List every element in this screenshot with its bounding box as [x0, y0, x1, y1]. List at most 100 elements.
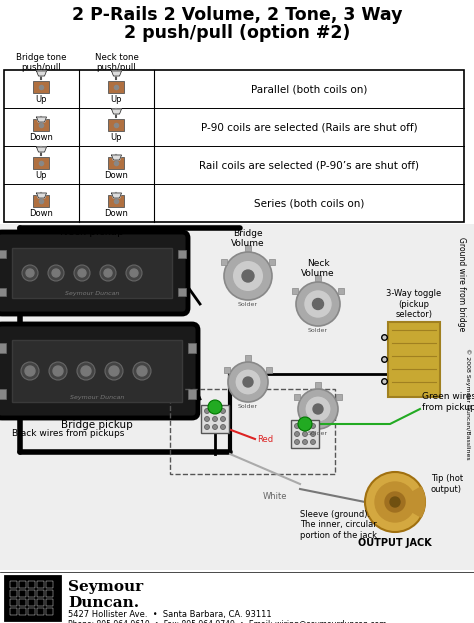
Bar [221, 259, 227, 265]
Bar [46, 581, 53, 588]
Text: Neck pickup: Neck pickup [60, 227, 124, 237]
Bar [266, 367, 272, 373]
Circle shape [204, 417, 210, 422]
Circle shape [310, 432, 316, 437]
Circle shape [228, 362, 268, 402]
Circle shape [220, 409, 226, 414]
Text: Solder: Solder [308, 328, 328, 333]
Bar [34, 157, 49, 169]
Polygon shape [36, 117, 46, 122]
Wedge shape [395, 487, 425, 517]
Text: Down: Down [29, 209, 54, 218]
Circle shape [26, 269, 34, 277]
Text: Down: Down [29, 133, 54, 142]
Bar [12, 248, 172, 298]
Bar [245, 245, 251, 251]
Circle shape [53, 366, 63, 376]
Text: Bridge
Volume: Bridge Volume [231, 229, 265, 248]
Text: Ground wire from bridge: Ground wire from bridge [457, 237, 466, 331]
Circle shape [294, 424, 300, 429]
Text: Sleeve (ground).
The inner, circular
portion of the jack: Sleeve (ground). The inner, circular por… [300, 510, 377, 540]
Bar [19, 608, 26, 615]
Text: Solder: Solder [238, 302, 258, 307]
Circle shape [78, 269, 86, 277]
Bar [46, 590, 53, 597]
Text: 2 P-Rails 2 Volume, 2 Tone, 3 Way: 2 P-Rails 2 Volume, 2 Tone, 3 Way [72, 6, 402, 24]
Polygon shape [111, 109, 121, 114]
Bar [291, 420, 319, 448]
Circle shape [296, 282, 340, 326]
Circle shape [298, 417, 312, 431]
Polygon shape [111, 71, 121, 76]
Bar [28, 599, 35, 606]
Bar [188, 343, 196, 353]
Bar [109, 81, 125, 93]
Text: Up: Up [36, 95, 47, 104]
Polygon shape [111, 193, 121, 198]
FancyBboxPatch shape [0, 232, 188, 314]
Bar [109, 195, 125, 207]
Bar [170, 389, 335, 474]
Bar [0, 288, 6, 296]
Text: Phone: 805.964.9610  •  Fax: 805.964.9749  •  Email: wiring@seymourduncan.com: Phone: 805.964.9610 • Fax: 805.964.9749 … [68, 620, 386, 623]
Circle shape [310, 424, 316, 429]
Text: OUTPUT JACK: OUTPUT JACK [358, 538, 432, 548]
Circle shape [74, 265, 90, 281]
Circle shape [77, 362, 95, 380]
Circle shape [104, 269, 112, 277]
FancyBboxPatch shape [0, 324, 198, 418]
Bar [37, 599, 44, 606]
Bar [46, 599, 53, 606]
Circle shape [235, 369, 261, 395]
Circle shape [52, 269, 60, 277]
Circle shape [208, 400, 222, 414]
Circle shape [312, 298, 323, 310]
Circle shape [212, 409, 218, 414]
Circle shape [25, 366, 35, 376]
Polygon shape [36, 193, 46, 198]
Text: Solder: Solder [238, 404, 258, 409]
Bar [178, 250, 186, 258]
Text: Up: Up [111, 133, 122, 142]
Text: Up: Up [111, 95, 122, 104]
Circle shape [21, 362, 39, 380]
Bar [37, 608, 44, 615]
Circle shape [242, 270, 254, 282]
Circle shape [109, 366, 119, 376]
Bar [294, 394, 300, 400]
Bar [10, 599, 17, 606]
Text: Solder: Solder [308, 431, 328, 436]
Bar [10, 581, 17, 588]
Circle shape [224, 252, 272, 300]
Circle shape [302, 424, 308, 429]
Circle shape [298, 389, 338, 429]
Text: Down: Down [105, 209, 128, 218]
Text: Bridge tone
push/pull: Bridge tone push/pull [16, 53, 67, 72]
Bar [201, 405, 229, 433]
Circle shape [204, 409, 210, 414]
Circle shape [126, 265, 142, 281]
Bar [46, 608, 53, 615]
Polygon shape [111, 155, 121, 160]
Circle shape [294, 432, 300, 437]
Bar [34, 81, 49, 93]
Circle shape [105, 362, 123, 380]
Text: Seymour: Seymour [68, 580, 143, 594]
Circle shape [232, 260, 264, 292]
Circle shape [133, 362, 151, 380]
Bar [37, 590, 44, 597]
Bar [224, 367, 230, 373]
Polygon shape [36, 71, 46, 76]
Text: Duncan.: Duncan. [68, 596, 139, 610]
Bar [19, 590, 26, 597]
Bar [0, 572, 474, 623]
Bar [109, 157, 125, 169]
Bar [4, 70, 464, 222]
Bar [0, 250, 6, 258]
Circle shape [220, 424, 226, 429]
Bar [315, 382, 321, 388]
Text: Black wires from pickups: Black wires from pickups [12, 429, 124, 439]
Text: Tip (hot
output): Tip (hot output) [431, 474, 463, 493]
Circle shape [302, 439, 308, 444]
Text: 2 push/pull (option #2): 2 push/pull (option #2) [124, 24, 350, 42]
